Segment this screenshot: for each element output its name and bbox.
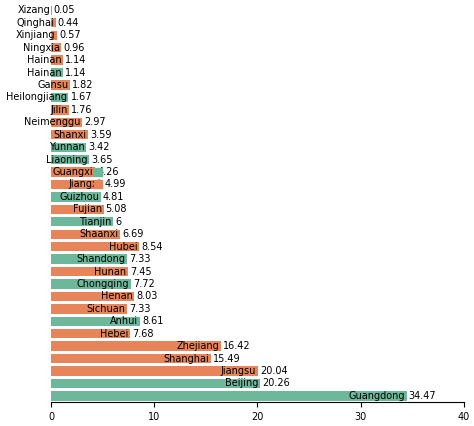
- Text: Ningxia: Ningxia: [23, 43, 60, 53]
- Bar: [51, 267, 128, 276]
- Text: 34.47: 34.47: [409, 391, 437, 401]
- Text: 7.45: 7.45: [130, 267, 152, 276]
- Point: [94, 169, 101, 176]
- Text: 1.67: 1.67: [71, 92, 92, 102]
- Text: Zhejiang: Zhejiang: [176, 341, 219, 351]
- Text: 3.42: 3.42: [89, 142, 110, 152]
- Text: 15.49: 15.49: [213, 354, 241, 363]
- Text: 16.42: 16.42: [223, 341, 250, 351]
- Bar: [51, 6, 52, 15]
- Text: Qinghai: Qinghai: [17, 18, 54, 28]
- Text: 8.03: 8.03: [136, 291, 157, 302]
- Bar: [51, 68, 63, 77]
- Bar: [51, 342, 220, 351]
- Bar: [51, 43, 61, 52]
- Text: 8.54: 8.54: [141, 242, 163, 252]
- Text: Sichuan: Sichuan: [86, 304, 125, 314]
- Text: Shanghai: Shanghai: [164, 354, 210, 363]
- Bar: [51, 317, 140, 326]
- Text: Hubei: Hubei: [109, 242, 138, 252]
- Bar: [51, 31, 57, 40]
- Text: 4.26: 4.26: [97, 167, 118, 177]
- Text: Anhui: Anhui: [110, 316, 138, 326]
- Bar: [51, 254, 127, 264]
- Text: Guangxi: Guangxi: [53, 167, 93, 177]
- Bar: [51, 366, 258, 376]
- Text: 1.14: 1.14: [65, 68, 86, 78]
- Bar: [51, 304, 127, 314]
- Text: 1.14: 1.14: [65, 55, 86, 65]
- Text: Yunnan: Yunnan: [49, 142, 85, 152]
- Bar: [51, 192, 101, 201]
- Bar: [51, 354, 211, 363]
- Text: 4.99: 4.99: [105, 179, 126, 190]
- Bar: [51, 105, 69, 115]
- Text: Shandong: Shandong: [76, 254, 125, 264]
- Bar: [51, 167, 95, 177]
- Bar: [51, 379, 260, 388]
- Bar: [51, 180, 103, 189]
- Text: 7.72: 7.72: [133, 279, 155, 289]
- Bar: [51, 279, 131, 289]
- Text: Hainan: Hainan: [27, 55, 62, 65]
- Text: Jiangsu: Jiangsu: [221, 366, 256, 376]
- Bar: [51, 130, 88, 139]
- Text: 0.44: 0.44: [58, 18, 79, 28]
- Text: Shanxi: Shanxi: [54, 130, 87, 140]
- Text: Fujian: Fujian: [73, 204, 102, 214]
- Text: 3.59: 3.59: [90, 130, 112, 140]
- Text: Xizang: Xizang: [18, 6, 50, 15]
- Text: 4.81: 4.81: [103, 192, 124, 202]
- Text: 6: 6: [115, 217, 121, 227]
- Text: 1.76: 1.76: [72, 105, 93, 115]
- Text: Heilongjiang: Heilongjiang: [6, 92, 67, 102]
- Text: Shaanxi: Shaanxi: [80, 229, 118, 239]
- Text: 6.69: 6.69: [122, 229, 144, 239]
- Bar: [51, 292, 134, 301]
- Bar: [51, 55, 63, 65]
- Text: Guizhou: Guizhou: [59, 192, 99, 202]
- Text: Gansu: Gansu: [37, 80, 68, 90]
- Bar: [51, 205, 104, 214]
- Text: Neimenggu: Neimenggu: [24, 117, 80, 127]
- Bar: [51, 329, 130, 338]
- Bar: [51, 18, 56, 28]
- Text: Xinjiang: Xinjiang: [16, 30, 55, 40]
- Text: Hainan: Hainan: [27, 68, 62, 78]
- Text: 0.57: 0.57: [59, 30, 81, 40]
- Text: Jilin: Jilin: [50, 105, 68, 115]
- Text: 1.82: 1.82: [72, 80, 93, 90]
- Bar: [51, 391, 407, 400]
- Text: Jiangxi: Jiangxi: [69, 179, 101, 190]
- Text: 20.04: 20.04: [260, 366, 288, 376]
- Text: 2.97: 2.97: [84, 117, 106, 127]
- Text: Beijing: Beijing: [225, 378, 259, 389]
- Text: 0.05: 0.05: [54, 6, 75, 15]
- Bar: [51, 93, 68, 102]
- Text: Guangdong: Guangdong: [349, 391, 405, 401]
- Text: 7.33: 7.33: [129, 304, 150, 314]
- Bar: [51, 118, 82, 127]
- Text: 3.65: 3.65: [91, 155, 112, 164]
- Text: 7.33: 7.33: [129, 254, 150, 264]
- Text: Hebei: Hebei: [100, 329, 129, 339]
- Bar: [51, 230, 120, 239]
- Text: 7.68: 7.68: [132, 329, 154, 339]
- Text: 5.08: 5.08: [106, 204, 127, 214]
- Text: Tianjin: Tianjin: [79, 217, 111, 227]
- Text: Liaoning: Liaoning: [46, 155, 87, 164]
- Text: 8.61: 8.61: [142, 316, 164, 326]
- Bar: [51, 143, 86, 152]
- Text: 0.96: 0.96: [63, 43, 84, 53]
- Text: 20.26: 20.26: [262, 378, 290, 389]
- Point: [94, 181, 101, 188]
- Text: Chongqing: Chongqing: [77, 279, 129, 289]
- Text: Henan: Henan: [100, 291, 132, 302]
- Text: Hunan: Hunan: [94, 267, 127, 276]
- Bar: [51, 155, 89, 164]
- Bar: [51, 217, 113, 227]
- Bar: [51, 242, 139, 251]
- Bar: [51, 81, 70, 89]
